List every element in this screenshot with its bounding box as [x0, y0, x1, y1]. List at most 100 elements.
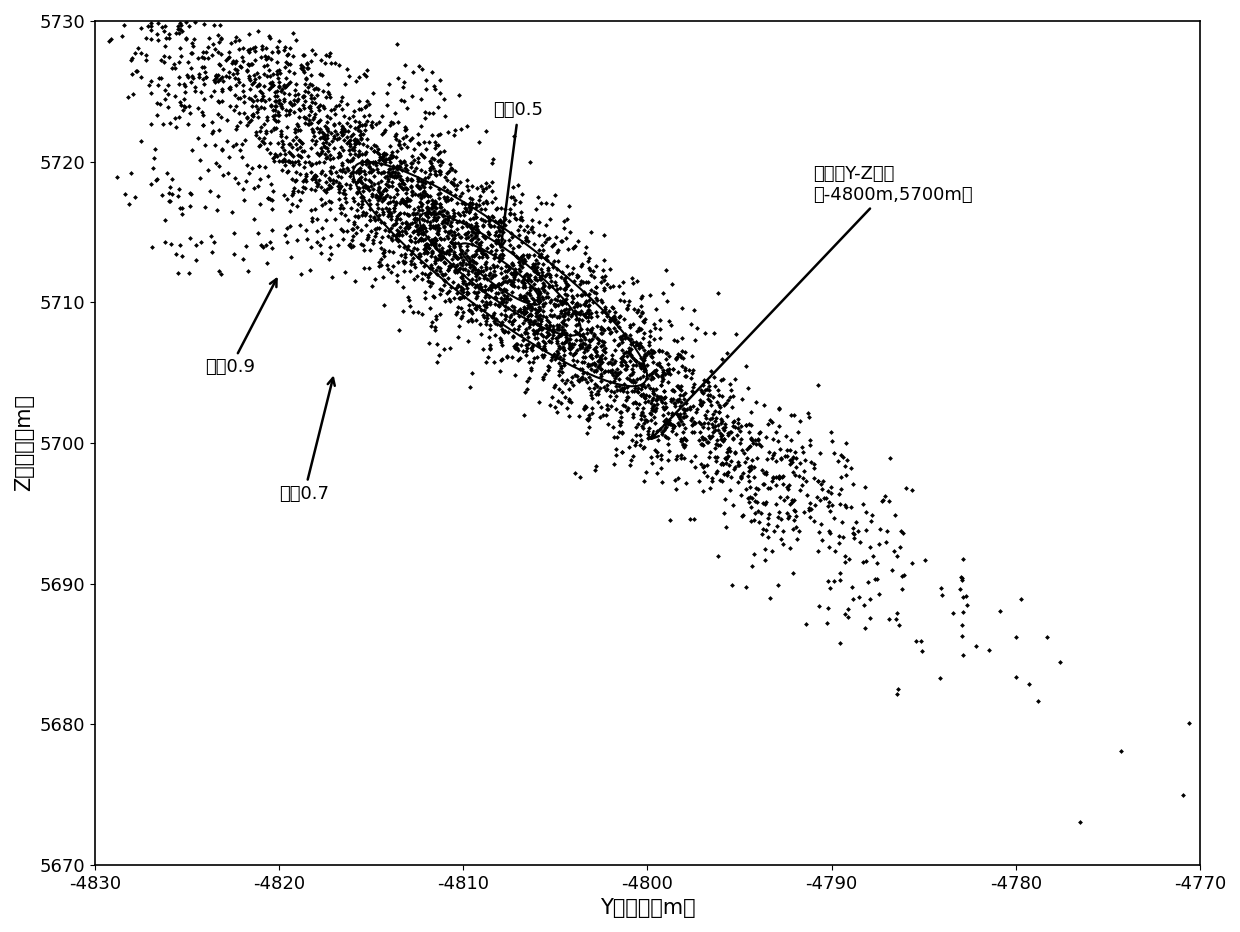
Point [130, 21, 150, 35]
Point [730, 418, 750, 433]
Point [559, 392, 579, 407]
Point [718, 449, 738, 464]
Point [662, 407, 682, 422]
Point [316, 174, 336, 189]
Point [574, 284, 594, 299]
Point [409, 181, 429, 196]
Point [651, 390, 671, 404]
Point [290, 140, 310, 155]
Point [661, 394, 681, 409]
Point [205, 235, 224, 250]
Point [374, 242, 394, 257]
Point [587, 343, 606, 358]
Point [831, 482, 851, 497]
Point [459, 256, 479, 271]
Point [455, 196, 475, 211]
Point [337, 97, 357, 112]
Point [332, 122, 352, 137]
Point [378, 262, 398, 277]
Point [243, 40, 263, 55]
Point [848, 524, 868, 539]
Point [513, 268, 533, 283]
Point [151, 70, 171, 85]
Point [600, 314, 620, 329]
Point [414, 134, 434, 149]
Point [436, 189, 456, 204]
Point [427, 336, 446, 351]
Point [649, 368, 668, 383]
Point [274, 143, 294, 158]
Point [701, 431, 720, 445]
Point [237, 63, 257, 78]
Point [830, 535, 849, 550]
Point [687, 402, 707, 417]
Point [387, 158, 407, 173]
Point [355, 179, 374, 194]
Point [267, 121, 286, 136]
Point [486, 202, 506, 217]
Point [501, 292, 521, 307]
Point [594, 364, 614, 379]
Point [733, 391, 753, 406]
Point [708, 422, 728, 437]
Point [551, 327, 570, 342]
Point [184, 32, 203, 47]
Point [590, 353, 610, 368]
Point [403, 185, 423, 199]
Point [434, 91, 454, 106]
Point [444, 237, 464, 252]
Point [613, 384, 632, 399]
Point [305, 81, 325, 96]
Point [435, 170, 455, 185]
Point [749, 426, 769, 441]
Point [296, 61, 316, 75]
Point [503, 338, 523, 353]
Point [591, 368, 611, 383]
Point [501, 205, 521, 220]
Point [441, 192, 461, 207]
Point [618, 358, 637, 373]
Point [440, 192, 460, 207]
Point [373, 147, 393, 162]
Point [613, 274, 632, 289]
Point [445, 123, 465, 138]
Point [951, 582, 971, 596]
Point [224, 171, 244, 185]
Point [671, 433, 691, 448]
Point [303, 42, 322, 57]
Point [742, 490, 761, 505]
Point [610, 330, 630, 345]
Point [565, 303, 585, 318]
Point [465, 262, 485, 277]
Point [626, 357, 646, 372]
Point [312, 198, 332, 212]
Point [754, 465, 774, 480]
Point [476, 310, 496, 325]
Point [477, 240, 497, 255]
Point [587, 280, 606, 295]
Point [526, 302, 546, 317]
Point [529, 284, 549, 299]
Point [618, 349, 637, 363]
Point [578, 303, 598, 318]
Point [649, 390, 668, 404]
Point [170, 21, 190, 36]
Point [233, 252, 253, 267]
Point [290, 167, 310, 182]
Point [610, 308, 630, 323]
Point [275, 79, 295, 94]
Point [412, 272, 432, 287]
Point [348, 210, 368, 225]
Point [491, 331, 511, 346]
Point [668, 380, 688, 395]
Point [570, 322, 590, 336]
Point [673, 402, 693, 417]
Point [394, 264, 414, 279]
Point [362, 120, 382, 135]
Point [288, 154, 308, 169]
Point [476, 288, 496, 303]
Point [265, 85, 285, 100]
Point [247, 92, 267, 107]
Point [511, 290, 531, 305]
Point [408, 269, 428, 284]
